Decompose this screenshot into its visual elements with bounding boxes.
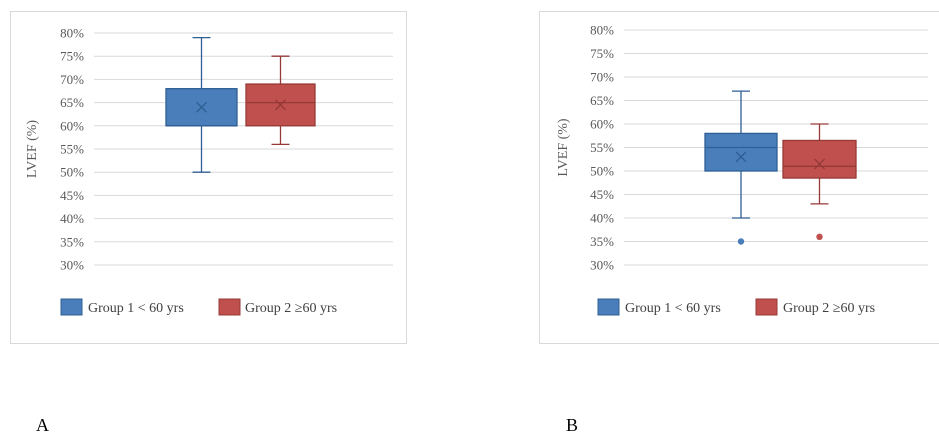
y-tick-label: 35% bbox=[60, 234, 84, 249]
y-tick-label: 40% bbox=[60, 211, 84, 226]
legend-swatch-2 bbox=[755, 298, 778, 316]
y-tick-label: 50% bbox=[60, 165, 84, 180]
y-tick-label: 70% bbox=[590, 70, 614, 85]
box-series-1 bbox=[165, 36, 238, 173]
panel-label-a: A bbox=[36, 415, 49, 435]
y-tick-label: 75% bbox=[60, 49, 84, 64]
y-tick-label: 55% bbox=[590, 140, 614, 155]
legend-swatch-1 bbox=[597, 298, 620, 316]
mean-marker bbox=[814, 158, 825, 170]
y-tick-label: 70% bbox=[60, 72, 84, 87]
legend-label-1: Group 1 < 60 yrs bbox=[625, 301, 721, 316]
box-iqr bbox=[704, 132, 778, 172]
mean-marker bbox=[735, 151, 747, 163]
chart-a: 30% 35% 40% 45% 50% 55% 60% 65% 70% 75% 80% LVEF (%… bbox=[25, 26, 393, 316]
mean-marker bbox=[196, 101, 207, 113]
box-series-2 bbox=[782, 123, 857, 240]
legend-label-2: Group 2 ≥60 yrs bbox=[245, 301, 337, 316]
y-tick-label: 60% bbox=[60, 118, 84, 133]
y-tick-label: 35% bbox=[590, 234, 614, 249]
y-tick-label: 55% bbox=[60, 142, 84, 157]
y-axis-label: LVEF (%) bbox=[25, 120, 40, 179]
outlier-point bbox=[737, 238, 745, 245]
y-tick-label: 60% bbox=[590, 117, 614, 132]
box-series-1 bbox=[704, 90, 778, 245]
y-tick-label: 45% bbox=[60, 188, 84, 203]
y-tick-label: 65% bbox=[590, 93, 614, 108]
y-axis-label: LVEF (%) bbox=[556, 118, 571, 177]
legend-swatch-2 bbox=[218, 298, 241, 316]
chart-b: 30% 35% 40% 45% 50% 55% 60% 65% 70% 75% 80% LVEF (%… bbox=[556, 23, 928, 316]
y-tick-label: 30% bbox=[60, 258, 84, 273]
chart-panel-b bbox=[539, 11, 939, 344]
y-tick-label: 30% bbox=[590, 258, 614, 273]
legend-label-2: Group 2 ≥60 yrs bbox=[783, 301, 875, 316]
y-tick-label: 80% bbox=[60, 26, 84, 41]
panel-label-b: B bbox=[566, 415, 579, 435]
y-tick-label: 50% bbox=[590, 164, 614, 179]
y-tick-label: 75% bbox=[590, 46, 614, 61]
box-series-2 bbox=[245, 55, 316, 146]
chart-panel-a bbox=[10, 11, 407, 344]
outlier-point bbox=[816, 233, 823, 240]
legend-swatch-1 bbox=[60, 298, 83, 316]
legend-label-1: Group 1 < 60 yrs bbox=[88, 301, 184, 316]
y-tick-label: 40% bbox=[590, 211, 614, 226]
y-tick-label: 45% bbox=[590, 187, 614, 202]
box-iqr bbox=[782, 139, 857, 179]
y-tick-label: 80% bbox=[590, 23, 614, 38]
y-tick-label: 65% bbox=[60, 95, 84, 110]
mean-marker bbox=[275, 99, 286, 111]
